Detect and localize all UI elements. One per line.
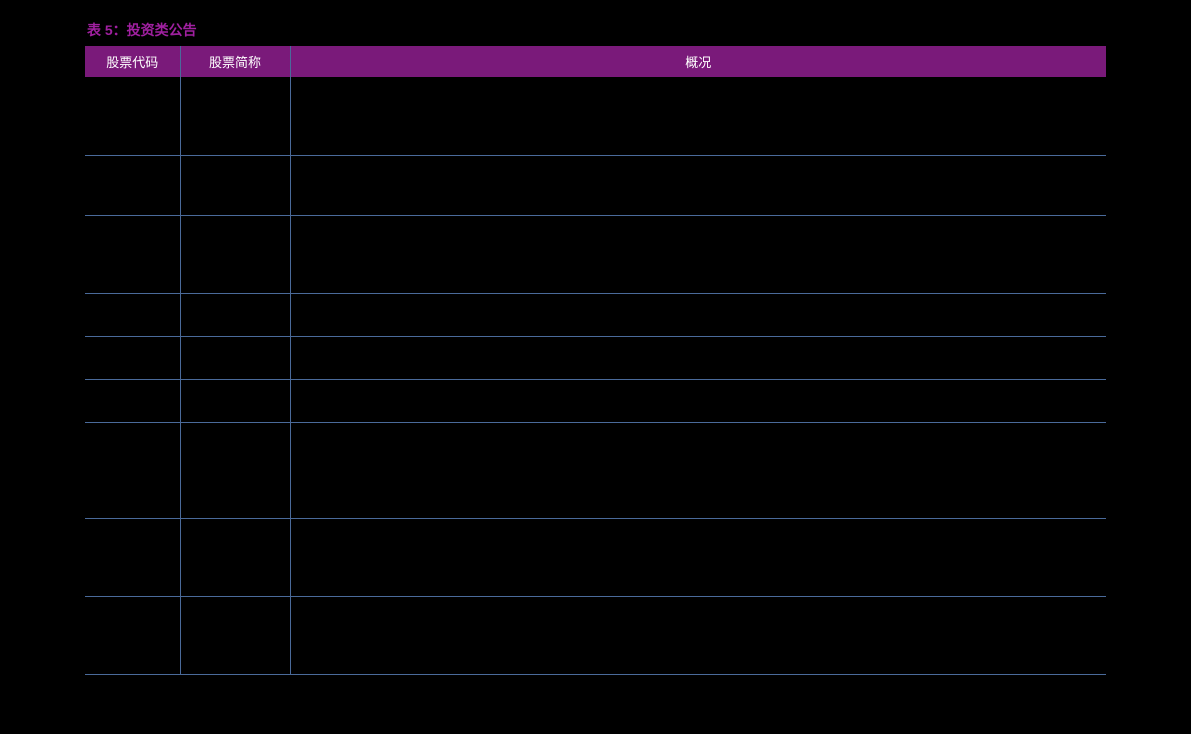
cell-code bbox=[85, 336, 180, 379]
cell-desc bbox=[290, 155, 1106, 215]
column-header-name: 股票简称 bbox=[180, 46, 290, 77]
cell-desc bbox=[290, 215, 1106, 293]
cell-desc bbox=[290, 336, 1106, 379]
cell-code bbox=[85, 215, 180, 293]
cell-name bbox=[180, 518, 290, 596]
table-row bbox=[85, 336, 1106, 379]
column-header-desc: 概况 bbox=[290, 46, 1106, 77]
table-row bbox=[85, 77, 1106, 155]
cell-name bbox=[180, 155, 290, 215]
cell-desc bbox=[290, 293, 1106, 336]
investment-table: 股票代码 股票简称 概况 bbox=[85, 46, 1106, 675]
cell-desc bbox=[290, 596, 1106, 674]
cell-code bbox=[85, 155, 180, 215]
table-header-row: 股票代码 股票简称 概况 bbox=[85, 46, 1106, 77]
column-header-code: 股票代码 bbox=[85, 46, 180, 77]
cell-code bbox=[85, 379, 180, 422]
cell-name bbox=[180, 77, 290, 155]
cell-code bbox=[85, 596, 180, 674]
table-row bbox=[85, 293, 1106, 336]
cell-name bbox=[180, 596, 290, 674]
cell-code bbox=[85, 518, 180, 596]
cell-name bbox=[180, 215, 290, 293]
cell-name bbox=[180, 379, 290, 422]
cell-code bbox=[85, 77, 180, 155]
table-row bbox=[85, 379, 1106, 422]
table-row bbox=[85, 596, 1106, 674]
cell-desc bbox=[290, 518, 1106, 596]
table-title: 表 5：投资类公告 bbox=[85, 20, 1106, 40]
cell-code bbox=[85, 293, 180, 336]
cell-name bbox=[180, 293, 290, 336]
table-row bbox=[85, 422, 1106, 518]
cell-desc bbox=[290, 422, 1106, 518]
cell-code bbox=[85, 422, 180, 518]
table-row bbox=[85, 155, 1106, 215]
cell-desc bbox=[290, 77, 1106, 155]
cell-name bbox=[180, 336, 290, 379]
table-row bbox=[85, 518, 1106, 596]
cell-name bbox=[180, 422, 290, 518]
table-body bbox=[85, 77, 1106, 674]
table-row bbox=[85, 215, 1106, 293]
cell-desc bbox=[290, 379, 1106, 422]
